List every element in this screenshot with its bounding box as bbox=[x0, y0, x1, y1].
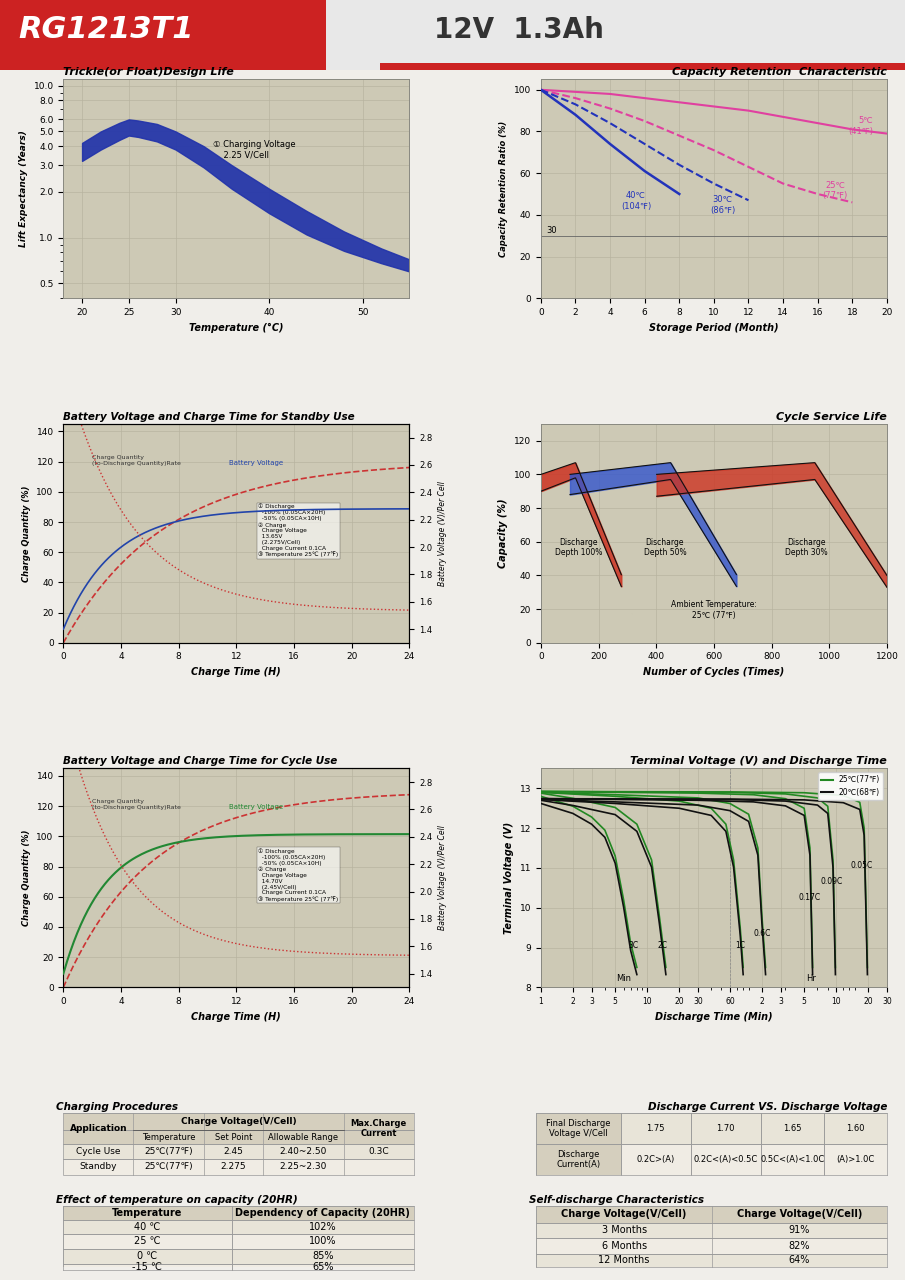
Text: 1.60: 1.60 bbox=[846, 1124, 864, 1133]
Text: Trickle(or Float)Design Life: Trickle(or Float)Design Life bbox=[63, 67, 234, 77]
Text: Min: Min bbox=[616, 974, 631, 983]
X-axis label: Charge Time (H): Charge Time (H) bbox=[192, 667, 281, 677]
Text: 5℃
(41℉): 5℃ (41℉) bbox=[848, 116, 873, 136]
Text: Ambient Temperature:
25℃ (77℉): Ambient Temperature: 25℃ (77℉) bbox=[671, 600, 757, 620]
Text: 64%: 64% bbox=[788, 1256, 810, 1266]
Bar bbox=[0, 0, 344, 70]
X-axis label: Discharge Time (Min): Discharge Time (Min) bbox=[655, 1011, 773, 1021]
Text: 0.09C: 0.09C bbox=[820, 877, 843, 886]
Text: 30: 30 bbox=[546, 225, 557, 234]
Text: Capacity Retention  Characteristic: Capacity Retention Characteristic bbox=[672, 67, 887, 77]
Text: 0.3C: 0.3C bbox=[368, 1147, 389, 1156]
Y-axis label: Charge Quantity (%): Charge Quantity (%) bbox=[22, 485, 31, 581]
Text: 100%: 100% bbox=[309, 1236, 337, 1247]
Text: ① Discharge
  -100% (0.05CA×20H)
  -50% (0.05CA×10H)
② Charge
  Charge Voltage
 : ① Discharge -100% (0.05CA×20H) -50% (0.0… bbox=[258, 849, 338, 902]
Text: 0.6C: 0.6C bbox=[753, 928, 770, 937]
Text: 2.45: 2.45 bbox=[224, 1147, 243, 1156]
Y-axis label: Lift Expectancy (Years): Lift Expectancy (Years) bbox=[19, 131, 28, 247]
Text: (A)>1.0C: (A)>1.0C bbox=[836, 1155, 874, 1164]
Text: 25℃(77℉): 25℃(77℉) bbox=[144, 1147, 193, 1156]
Text: Allowable Range: Allowable Range bbox=[269, 1133, 338, 1142]
Text: Discharge Current VS. Discharge Voltage: Discharge Current VS. Discharge Voltage bbox=[647, 1102, 887, 1112]
Text: Charge Voltage(V/Cell): Charge Voltage(V/Cell) bbox=[561, 1210, 687, 1219]
Text: 0.05C: 0.05C bbox=[851, 861, 873, 870]
Text: RG1213T1: RG1213T1 bbox=[18, 15, 194, 44]
Text: Charge Voltage(V/Cell): Charge Voltage(V/Cell) bbox=[181, 1117, 296, 1126]
Text: 0.2C<(A)<0.5C: 0.2C<(A)<0.5C bbox=[693, 1155, 757, 1164]
Y-axis label: Battery Voltage (V)/Per Cell: Battery Voltage (V)/Per Cell bbox=[438, 481, 447, 586]
Text: Temperature: Temperature bbox=[112, 1208, 183, 1219]
Text: Battery Voltage and Charge Time for Cycle Use: Battery Voltage and Charge Time for Cycl… bbox=[63, 756, 338, 767]
Bar bbox=[326, 0, 905, 70]
Text: Effect of temperature on capacity (20HR): Effect of temperature on capacity (20HR) bbox=[56, 1194, 298, 1204]
Text: 0.17C: 0.17C bbox=[799, 892, 821, 902]
Text: 0.5C<(A)<1.0C: 0.5C<(A)<1.0C bbox=[760, 1155, 824, 1164]
Text: -15 ℃: -15 ℃ bbox=[132, 1262, 163, 1272]
Text: Temperature: Temperature bbox=[142, 1133, 195, 1142]
X-axis label: Charge Time (H): Charge Time (H) bbox=[192, 1011, 281, 1021]
Text: 2.275: 2.275 bbox=[221, 1162, 246, 1171]
Text: 2.25~2.30: 2.25~2.30 bbox=[280, 1162, 327, 1171]
Text: 40℃
(104℉): 40℃ (104℉) bbox=[621, 191, 652, 211]
Text: 82%: 82% bbox=[788, 1240, 810, 1251]
Text: Final Discharge
Voltage V/Cell: Final Discharge Voltage V/Cell bbox=[547, 1119, 611, 1138]
Text: Terminal Voltage (V) and Discharge Time: Terminal Voltage (V) and Discharge Time bbox=[630, 756, 887, 767]
Text: Discharge
Depth 30%: Discharge Depth 30% bbox=[785, 538, 827, 557]
Text: Dependency of Capacity (20HR): Dependency of Capacity (20HR) bbox=[235, 1208, 410, 1219]
Y-axis label: Battery Voltage (V)/Per Cell: Battery Voltage (V)/Per Cell bbox=[438, 826, 447, 931]
Text: 25℃
(77℉): 25℃ (77℉) bbox=[823, 180, 848, 200]
Text: 2C: 2C bbox=[658, 941, 668, 950]
X-axis label: Number of Cycles (Times): Number of Cycles (Times) bbox=[643, 667, 785, 677]
Text: Charge Voltage(V/Cell): Charge Voltage(V/Cell) bbox=[737, 1210, 862, 1219]
Text: Charge Quantity
(to-Discharge Quantity)Rate: Charge Quantity (to-Discharge Quantity)R… bbox=[92, 454, 181, 466]
Text: 6 Months: 6 Months bbox=[602, 1240, 647, 1251]
Text: Max.Charge
Current: Max.Charge Current bbox=[350, 1119, 407, 1138]
Text: 1.65: 1.65 bbox=[783, 1124, 802, 1133]
Text: 12V  1.3Ah: 12V 1.3Ah bbox=[434, 15, 605, 44]
Text: 25℃(77℉): 25℃(77℉) bbox=[144, 1162, 193, 1171]
Text: ① Discharge
  -100% (0.05CA×20H)
  -50% (0.05CA×10H)
② Charge
  Charge Voltage
 : ① Discharge -100% (0.05CA×20H) -50% (0.0… bbox=[258, 504, 338, 558]
Text: Charging Procedures: Charging Procedures bbox=[56, 1102, 178, 1112]
Polygon shape bbox=[326, 0, 380, 70]
Text: Charge Quantity
(to-Discharge Quantity)Rate: Charge Quantity (to-Discharge Quantity)R… bbox=[92, 800, 181, 810]
Bar bbox=[0, 64, 905, 70]
Text: 3 Months: 3 Months bbox=[602, 1225, 647, 1235]
Text: 2.40~2.50: 2.40~2.50 bbox=[280, 1147, 327, 1156]
Text: 30℃
(86℉): 30℃ (86℉) bbox=[710, 196, 735, 215]
Text: 102%: 102% bbox=[309, 1222, 337, 1233]
Text: Battery Voltage: Battery Voltage bbox=[229, 804, 283, 810]
Text: Self-discharge Characteristics: Self-discharge Characteristics bbox=[529, 1194, 704, 1204]
Text: 1.75: 1.75 bbox=[646, 1124, 665, 1133]
Text: 40 ℃: 40 ℃ bbox=[134, 1222, 161, 1233]
Text: 85%: 85% bbox=[312, 1252, 333, 1261]
Text: Discharge
Current(A): Discharge Current(A) bbox=[557, 1149, 601, 1169]
Text: Discharge
Depth 100%: Discharge Depth 100% bbox=[555, 538, 602, 557]
Text: Set Point: Set Point bbox=[214, 1133, 252, 1142]
Text: 91%: 91% bbox=[788, 1225, 810, 1235]
Text: Battery Voltage: Battery Voltage bbox=[229, 460, 283, 466]
Text: 3C: 3C bbox=[629, 941, 639, 950]
Y-axis label: Terminal Voltage (V): Terminal Voltage (V) bbox=[504, 822, 514, 934]
Text: Hr: Hr bbox=[806, 974, 816, 983]
Text: Standby: Standby bbox=[80, 1162, 117, 1171]
X-axis label: Storage Period (Month): Storage Period (Month) bbox=[649, 323, 778, 333]
Y-axis label: Charge Quantity (%): Charge Quantity (%) bbox=[22, 829, 31, 927]
Text: Discharge
Depth 50%: Discharge Depth 50% bbox=[643, 538, 686, 557]
Text: 1C: 1C bbox=[735, 941, 745, 950]
Text: Application: Application bbox=[70, 1124, 128, 1133]
Text: 25 ℃: 25 ℃ bbox=[134, 1236, 161, 1247]
Text: 12 Months: 12 Months bbox=[598, 1256, 650, 1266]
Text: Cycle Use: Cycle Use bbox=[76, 1147, 120, 1156]
Text: 0.2C>(A): 0.2C>(A) bbox=[636, 1155, 675, 1164]
Legend: 25℃(77℉), 20℃(68℉): 25℃(77℉), 20℃(68℉) bbox=[818, 772, 883, 800]
Text: 1.70: 1.70 bbox=[717, 1124, 735, 1133]
Text: Battery Voltage and Charge Time for Standby Use: Battery Voltage and Charge Time for Stan… bbox=[63, 412, 355, 421]
Text: Cycle Service Life: Cycle Service Life bbox=[776, 412, 887, 421]
Y-axis label: Capacity Retention Ratio (%): Capacity Retention Ratio (%) bbox=[500, 120, 509, 257]
Text: 0 ℃: 0 ℃ bbox=[138, 1252, 157, 1261]
Y-axis label: Capacity (%): Capacity (%) bbox=[499, 498, 509, 568]
X-axis label: Temperature (°C): Temperature (°C) bbox=[189, 323, 283, 333]
Text: ① Charging Voltage
    2.25 V/Cell: ① Charging Voltage 2.25 V/Cell bbox=[213, 140, 296, 159]
Text: 65%: 65% bbox=[312, 1262, 333, 1272]
